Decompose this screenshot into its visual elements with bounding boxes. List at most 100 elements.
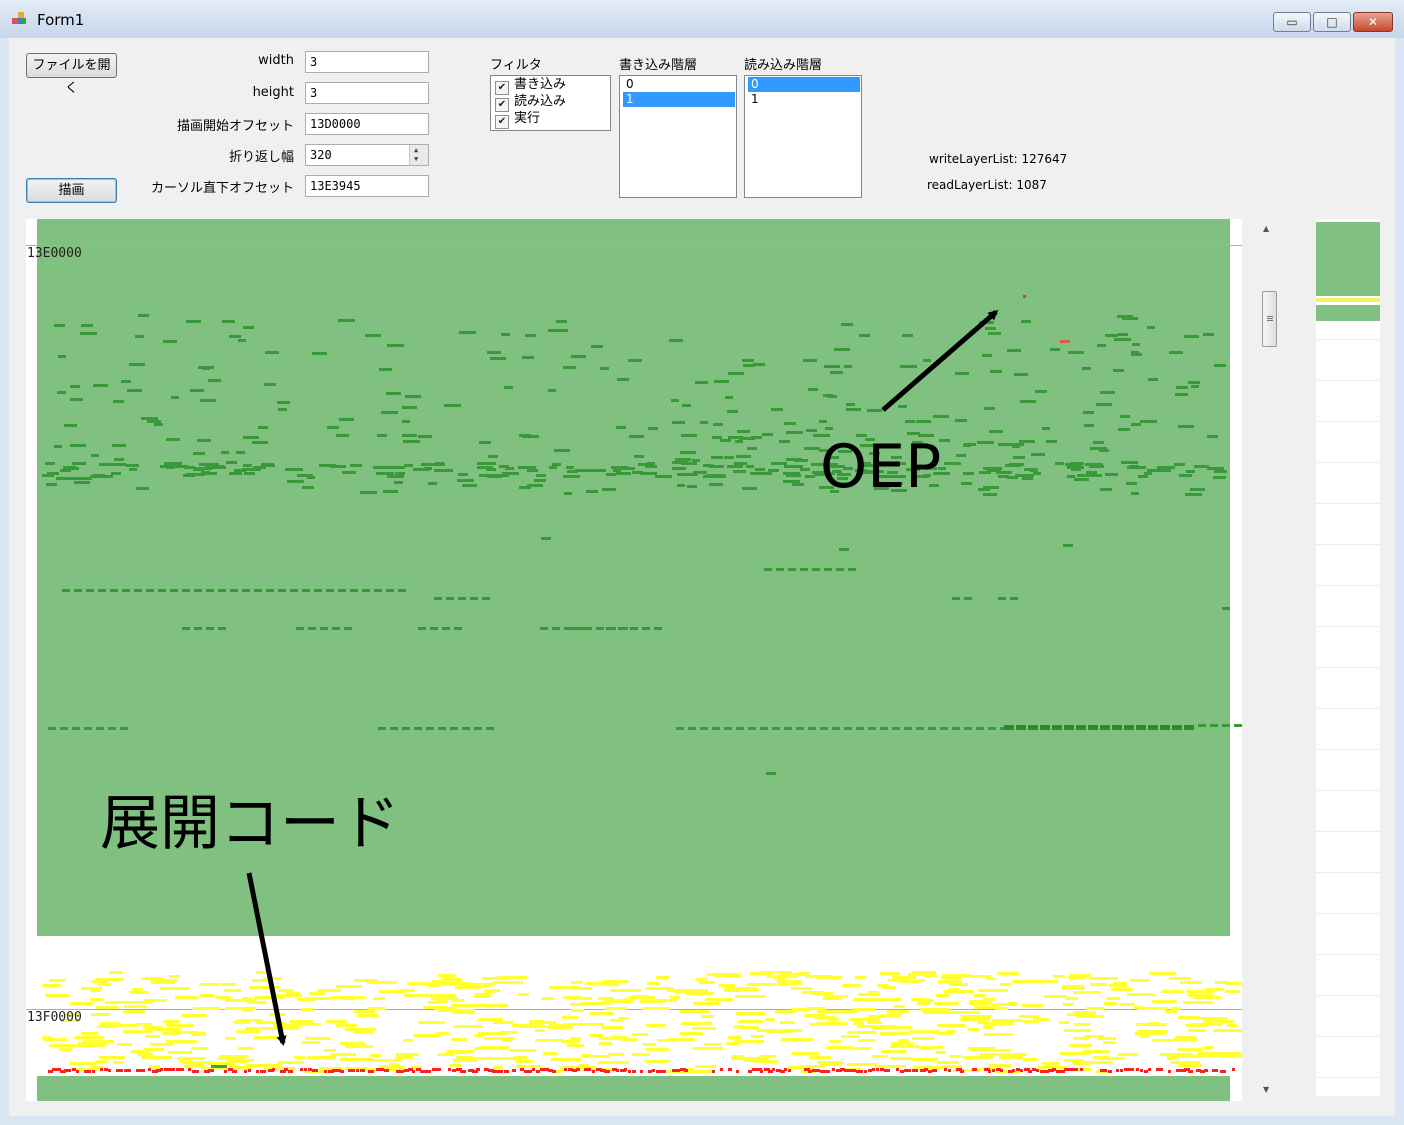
read-mark xyxy=(207,1062,235,1065)
filter-label: フィルタ xyxy=(490,58,542,73)
write-mark xyxy=(226,461,237,464)
read-mark xyxy=(1186,990,1214,993)
read-mark xyxy=(451,979,463,982)
write-mark xyxy=(687,485,697,488)
write-mark xyxy=(170,589,178,592)
read-mark xyxy=(1204,1046,1214,1049)
exec-mark xyxy=(148,1068,151,1071)
write-mark xyxy=(206,589,214,592)
checkbox-checked-icon[interactable]: ✔ xyxy=(495,115,509,129)
exec-mark xyxy=(552,1070,556,1073)
write-mark xyxy=(737,430,750,433)
write-mark xyxy=(339,418,354,421)
write-mark xyxy=(928,727,936,730)
write-mark xyxy=(1178,425,1194,428)
read-mark xyxy=(336,985,362,988)
maximize-button[interactable]: □ xyxy=(1313,12,1351,32)
vertical-scrollbar[interactable]: ▲ ▼ xyxy=(1261,219,1278,1101)
write-mark xyxy=(383,490,398,493)
minimap-row-line xyxy=(1316,872,1380,873)
spin-down-icon[interactable]: ▼ xyxy=(414,155,419,163)
write-mark xyxy=(730,465,743,468)
start-offset-input[interactable]: 13D0000 xyxy=(305,113,429,135)
write-mark xyxy=(525,334,536,337)
filter-item-read[interactable]: ✔ 読み込み xyxy=(495,94,566,112)
read-mark xyxy=(605,1007,627,1010)
read-mark xyxy=(881,1050,907,1053)
read-layer-list[interactable]: 0 1 xyxy=(744,75,862,198)
write-mark xyxy=(784,727,792,730)
filter-item-exec[interactable]: ✔ 実行 xyxy=(495,111,540,129)
write-mark xyxy=(277,401,290,404)
read-mark xyxy=(877,984,888,987)
exec-mark xyxy=(900,1070,904,1073)
memory-map-canvas[interactable]: 13E0000 13F0000 xyxy=(26,219,1242,1101)
write-mark xyxy=(755,468,765,471)
write-mark xyxy=(60,469,71,472)
read-mark xyxy=(898,1039,909,1042)
wrap-width-stepper[interactable]: 320 ▲ ▼ xyxy=(305,144,429,166)
exec-mark xyxy=(436,1068,441,1071)
filter-item-write[interactable]: ✔ 書き込み xyxy=(495,77,566,95)
write-mark xyxy=(197,439,211,442)
write-mark xyxy=(786,474,801,477)
read-mark xyxy=(437,1053,455,1056)
write-mark xyxy=(925,467,937,470)
scrollbar-thumb[interactable] xyxy=(1262,291,1277,347)
exec-mark xyxy=(1136,1068,1139,1071)
write-mark xyxy=(434,597,442,600)
filter-checklist[interactable]: ✔ 書き込み ✔ 読み込み ✔ 実行 xyxy=(490,75,611,131)
write-layer-list[interactable]: 0 1 xyxy=(619,75,737,198)
read-mark xyxy=(516,1060,533,1063)
read-mark xyxy=(883,1026,912,1029)
spin-up-icon[interactable]: ▲ xyxy=(414,146,419,154)
draw-button[interactable]: 描画 xyxy=(26,178,117,203)
write-mark xyxy=(84,727,92,730)
write-mark xyxy=(1077,474,1094,477)
cursor-offset-input[interactable]: 13E3945 xyxy=(305,175,429,197)
scroll-down-icon[interactable]: ▼ xyxy=(1263,1085,1270,1094)
read-mark xyxy=(340,1058,369,1061)
write-mark xyxy=(442,627,450,630)
list-item-selected[interactable]: 1 xyxy=(623,92,735,107)
spin-buttons[interactable]: ▲ ▼ xyxy=(409,145,428,165)
read-mark xyxy=(1204,1023,1223,1026)
write-mark xyxy=(1010,597,1018,600)
write-mark xyxy=(1013,456,1025,459)
title-bar[interactable]: Form1 ▭ □ ✕ xyxy=(0,0,1404,38)
open-file-button[interactable]: ファイルを開く xyxy=(26,53,117,96)
read-mark xyxy=(1198,1052,1225,1055)
list-item[interactable]: 0 xyxy=(626,77,634,91)
write-mark xyxy=(1148,725,1158,730)
read-mark xyxy=(427,983,456,986)
read-mark xyxy=(436,1032,449,1035)
write-mark xyxy=(171,396,179,399)
checkbox-checked-icon[interactable]: ✔ xyxy=(495,98,509,112)
write-mark xyxy=(820,727,828,730)
read-mark xyxy=(817,1010,843,1013)
close-button[interactable]: ✕ xyxy=(1353,12,1393,32)
minimize-button[interactable]: ▭ xyxy=(1273,12,1311,32)
height-input[interactable]: 3 xyxy=(305,82,429,104)
exec-mark xyxy=(492,1070,498,1073)
list-item-selected[interactable]: 0 xyxy=(748,77,860,92)
width-input[interactable]: 3 xyxy=(305,51,429,73)
write-mark xyxy=(764,568,772,571)
read-mark xyxy=(301,1008,314,1011)
overview-minimap[interactable] xyxy=(1316,219,1380,1096)
minimap-row-line xyxy=(1316,1036,1380,1037)
read-mark xyxy=(225,1037,236,1040)
read-mark xyxy=(132,988,143,991)
read-mark xyxy=(374,1059,395,1062)
read-mark xyxy=(1014,980,1045,983)
read-mark xyxy=(936,994,949,997)
checkbox-checked-icon[interactable]: ✔ xyxy=(495,81,509,95)
exec-mark xyxy=(576,1068,580,1071)
write-mark xyxy=(108,463,126,466)
write-mark xyxy=(365,334,381,337)
write-mark xyxy=(1020,400,1036,403)
scroll-up-icon[interactable]: ▲ xyxy=(1263,224,1270,233)
list-item[interactable]: 1 xyxy=(751,92,759,106)
write-mark xyxy=(548,329,563,332)
read-mark xyxy=(124,1005,147,1008)
